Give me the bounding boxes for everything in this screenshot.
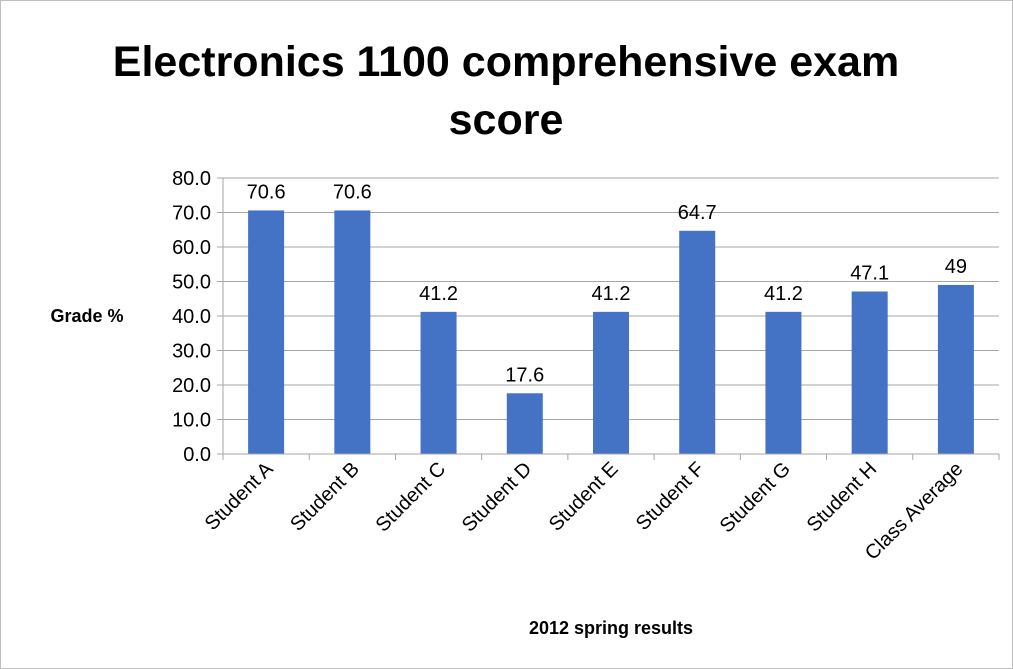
- bar: [334, 210, 371, 454]
- y-tick-label: 40.0: [172, 306, 211, 328]
- chart-title: Electronics 1100 comprehensive exam scor…: [61, 33, 951, 149]
- y-tick-label: 10.0: [172, 410, 211, 432]
- y-tick-label: 30.0: [172, 341, 211, 363]
- chart-title-line-2: score: [448, 96, 564, 144]
- x-tick-label: Student B: [286, 458, 364, 536]
- bar: [420, 311, 457, 454]
- data-labels: 70.6 70.6 41.2 17.6 41.2 64.7 41.2 47.1 49: [247, 181, 967, 386]
- bar: [851, 291, 888, 454]
- x-tick-label: Student F: [632, 458, 709, 535]
- y-tick-label: 70.0: [172, 203, 211, 225]
- data-label: 49: [945, 256, 967, 278]
- bar: [679, 230, 716, 454]
- x-axis-title: 2012 spring results: [529, 618, 693, 638]
- x-tick-label: Student G: [716, 458, 795, 537]
- bar: [593, 311, 629, 454]
- bar: [937, 284, 974, 454]
- data-label: 47.1: [850, 263, 889, 285]
- bar: [248, 210, 285, 454]
- y-tick-label: 60.0: [172, 237, 211, 259]
- x-tick-label: Student A: [201, 458, 278, 535]
- data-label: 41.2: [592, 283, 631, 305]
- x-tick-label: Student E: [545, 458, 623, 536]
- data-label: 64.7: [678, 202, 717, 224]
- y-tick-label: 0.0: [183, 444, 211, 466]
- x-tick-label: Student D: [458, 458, 536, 536]
- data-label: 70.6: [247, 181, 286, 203]
- data-label: 17.6: [505, 364, 544, 386]
- y-tick-label: 20.0: [172, 375, 211, 397]
- bar: [765, 311, 802, 454]
- bar: [506, 393, 543, 454]
- x-tick-label: Student H: [803, 458, 881, 536]
- data-label: 41.2: [764, 283, 803, 305]
- y-tick-label: 80.0: [172, 168, 211, 190]
- x-tick-label: Student C: [372, 458, 450, 536]
- y-tick-labels: 0.0 10.0 20.0 30.0 40.0 50.0 60.0 70.0 80.0: [172, 168, 211, 466]
- data-label: 70.6: [333, 181, 372, 203]
- y-tick-label: 50.0: [172, 272, 211, 294]
- x-tick-labels: Student A Student B Student C Student D Stud…: [201, 458, 968, 565]
- bars: [248, 210, 974, 454]
- y-axis-title: Grade %: [50, 306, 123, 326]
- axes: [222, 178, 1000, 460]
- chart-title-line-1: Electronics 1100 comprehensive exam: [112, 38, 900, 86]
- data-label: 41.2: [419, 283, 458, 305]
